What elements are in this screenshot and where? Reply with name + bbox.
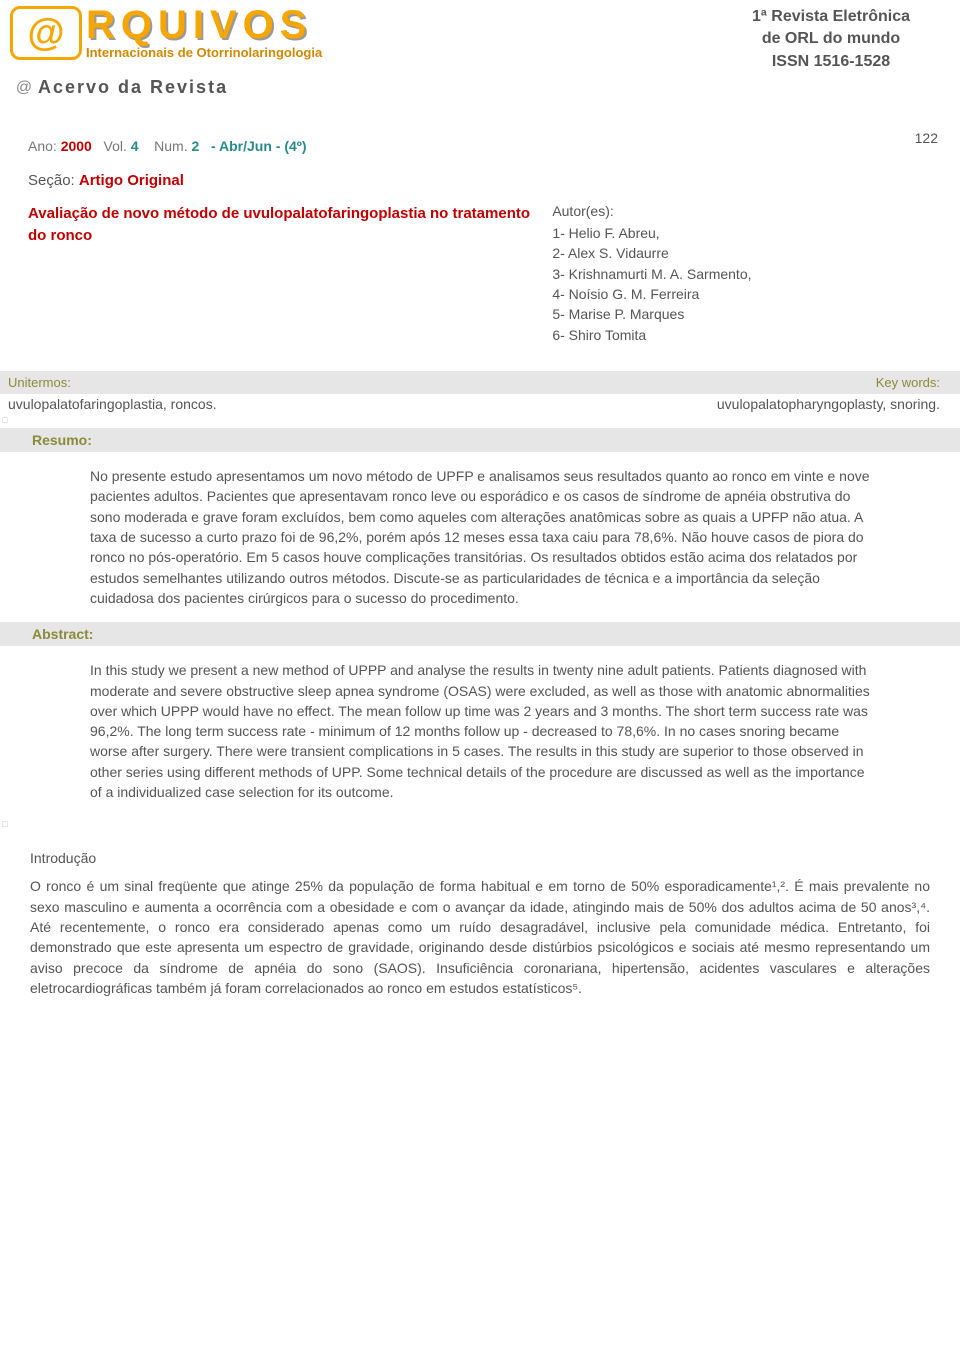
issue-line: Ano: 2000 Vol. 4 Num. 2 - Abr/Jun - (4º) (28, 138, 960, 154)
journal-header: @ RQUIVOS Internacionais de Otorrinolari… (0, 0, 960, 73)
archive-section-header: @ Acervo da Revista (0, 77, 960, 98)
at-small-icon: @ (10, 78, 38, 98)
magazine-line2: de ORL do mundo (752, 28, 910, 50)
keywords-label: Key words: (876, 375, 960, 390)
section-label: Seção: (28, 172, 75, 189)
authors-list: 1- Helio F. Abreu, 2- Alex S. Vidaurre 3… (552, 223, 932, 345)
logo-title: RQUIVOS (86, 7, 322, 43)
vol-label: Vol. (104, 138, 127, 154)
author-5: 5- Marise P. Marques (552, 304, 932, 324)
vol-value: 4 (131, 138, 139, 154)
abstract-label: Abstract: (0, 622, 960, 646)
marker-icon-2: □ (0, 816, 960, 832)
period: - Abr/Jun - (4º) (211, 138, 307, 154)
title-authors-row: Avaliação de novo método de uvulopalatof… (28, 203, 932, 345)
num-value: 2 (191, 138, 199, 154)
author-3: 3- Krishnamurti M. A. Sarmento, (552, 264, 932, 284)
unitermos-label: Unitermos: (0, 375, 71, 390)
abstract-text: In this study we present a new method of… (90, 660, 870, 802)
keywords-terms-row: uvulopalatofaringoplastia, roncos. uvulo… (0, 396, 960, 412)
page-number: 122 (915, 130, 938, 146)
resumo-text: No presente estudo apresentamos um novo … (90, 466, 870, 608)
article-title: Avaliação de novo método de uvulopalatof… (28, 203, 534, 247)
keywords-text: uvulopalatopharyngoplasty, snoring. (717, 396, 960, 412)
author-4: 4- Noísio G. M. Ferreira (552, 284, 932, 304)
logo-subtitle: Internacionais de Otorrinolaringologia (86, 45, 322, 60)
section-value: Artigo Original (79, 172, 184, 189)
introducao-text: O ronco é um sinal freqüente que atinge … (30, 876, 930, 998)
logo: @ RQUIVOS Internacionais de Otorrinolari… (10, 6, 322, 60)
authors-header: Autor(es): (552, 203, 932, 219)
author-6: 6- Shiro Tomita (552, 325, 932, 345)
marker-icon: □ (0, 412, 960, 428)
at-sign-icon: @ (10, 6, 82, 60)
ano-label: Ano: (28, 138, 57, 154)
num-label: Num. (154, 138, 187, 154)
author-1: 1- Helio F. Abreu, (552, 223, 932, 243)
archive-title: Acervo da Revista (38, 77, 228, 98)
unitermos-text: uvulopalatofaringoplastia, roncos. (0, 396, 217, 412)
section-line: Seção: Artigo Original (28, 172, 960, 189)
resumo-label: Resumo: (0, 428, 960, 452)
magazine-line1: 1ª Revista Eletrônica (752, 6, 910, 28)
magazine-info: 1ª Revista Eletrônica de ORL do mundo IS… (752, 6, 950, 73)
author-2: 2- Alex S. Vidaurre (552, 243, 932, 263)
ano-value: 2000 (61, 138, 92, 154)
magazine-issn: ISSN 1516-1528 (752, 51, 910, 73)
introducao-label: Introdução (30, 850, 960, 866)
keywords-label-bar: Unitermos: Key words: (0, 371, 960, 394)
